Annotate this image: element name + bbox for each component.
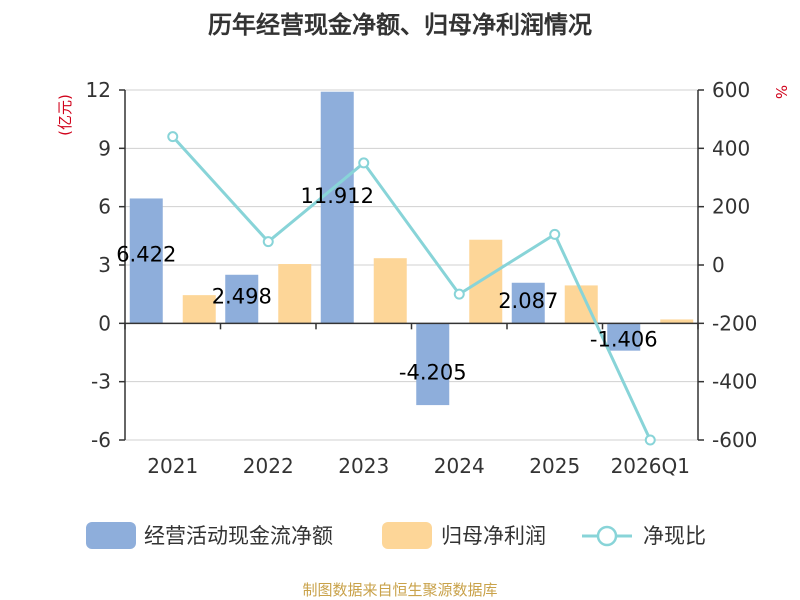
bar-net-profit[interactable] — [660, 319, 694, 324]
x-tick-label: 2026Q1 — [611, 454, 690, 478]
legend-item-net-profit[interactable]: 归母净利润 — [382, 522, 546, 549]
x-tick-label: 2023 — [338, 454, 389, 478]
right-axis-unit: % — [772, 85, 790, 99]
legend-swatch-operating-cash-flow — [86, 522, 136, 549]
left-tick-label: 12 — [86, 78, 111, 102]
grid-lines — [125, 89, 698, 441]
source-note: 制图数据来自恒生聚源数据库 — [302, 581, 497, 599]
bar-operating-cash-flow[interactable] — [607, 323, 641, 351]
x-axis-ticks: 2021 2022 2023 2024 2025 2026Q1 — [124, 323, 699, 478]
chart-title: 历年经营现金净额、归母净利润情况 — [208, 11, 592, 39]
point-cash-ratio[interactable] — [549, 228, 561, 240]
left-tick-label: -3 — [91, 370, 111, 394]
point-cash-ratio[interactable] — [453, 288, 465, 300]
x-tick-label: 2024 — [434, 454, 485, 478]
x-tick-label: 2021 — [147, 454, 198, 478]
point-cash-ratio[interactable] — [167, 131, 179, 143]
bar-operating-cash-flow[interactable] — [129, 198, 163, 324]
right-tick-label: 0 — [712, 253, 725, 277]
legend-label-cash-ratio: 净现比 — [643, 524, 706, 548]
bar-net-profit[interactable] — [278, 264, 312, 324]
left-tick-label: -6 — [91, 428, 111, 452]
right-tick-label: 600 — [712, 78, 750, 102]
bar-operating-cash-flow[interactable] — [511, 282, 545, 324]
point-cash-ratio[interactable] — [358, 157, 370, 169]
bar-net-profit[interactable] — [182, 295, 216, 324]
right-tick-label: 400 — [712, 136, 750, 160]
bar-operating-cash-flow[interactable] — [416, 323, 450, 406]
data-label-operating-cash-flow: 2.087 — [498, 289, 558, 313]
bar-net-profit[interactable] — [373, 258, 407, 324]
legend-item-cash-ratio[interactable]: 净现比 — [582, 524, 706, 548]
right-axis-ticks: 600 400 200 0 -200 -400 -600 — [698, 78, 757, 452]
left-tick-label: 0 — [98, 311, 111, 335]
bar-net-profit[interactable] — [469, 239, 503, 324]
left-tick-label: 3 — [98, 253, 111, 277]
right-tick-label: -600 — [712, 428, 757, 452]
bar-operating-cash-flow[interactable] — [320, 91, 354, 324]
data-label-operating-cash-flow: -4.205 — [399, 360, 467, 384]
data-labels: 6.422 2.498 11.912 -4.205 2.087 -1.406 — [116, 184, 657, 384]
series-operating-cash-flow — [129, 91, 641, 406]
series-cash-ratio — [167, 131, 656, 446]
right-tick-label: 200 — [712, 195, 750, 219]
legend-label-net-profit: 归母净利润 — [441, 524, 546, 548]
point-cash-ratio[interactable] — [644, 434, 656, 446]
legend-item-operating-cash-flow[interactable]: 经营活动现金流净额 — [86, 522, 333, 549]
line-cash-ratio — [171, 135, 652, 441]
left-tick-label: 9 — [98, 136, 111, 160]
legend-swatch-cash-ratio-marker — [596, 525, 618, 547]
left-tick-label: 6 — [98, 195, 111, 219]
series-net-profit — [182, 239, 694, 324]
data-label-operating-cash-flow: 11.912 — [301, 184, 374, 208]
point-cash-ratio[interactable] — [262, 236, 274, 248]
legend-swatch-net-profit — [382, 522, 432, 549]
data-label-operating-cash-flow: -1.406 — [590, 328, 658, 352]
left-axis-unit: (亿元) — [56, 94, 74, 136]
data-label-operating-cash-flow: 2.498 — [212, 285, 272, 309]
legend-label-operating-cash-flow: 经营活动现金流净额 — [144, 524, 333, 548]
left-axis-ticks: 12 9 6 3 0 -3 -6 — [86, 78, 125, 452]
right-tick-label: -200 — [712, 311, 757, 335]
x-tick-label: 2025 — [529, 454, 580, 478]
right-tick-label: -400 — [712, 370, 757, 394]
x-tick-label: 2022 — [243, 454, 294, 478]
data-label-operating-cash-flow: 6.422 — [116, 243, 176, 267]
legend: 经营活动现金流净额 归母净利润 净现比 — [86, 522, 706, 549]
bar-operating-cash-flow[interactable] — [225, 274, 259, 324]
